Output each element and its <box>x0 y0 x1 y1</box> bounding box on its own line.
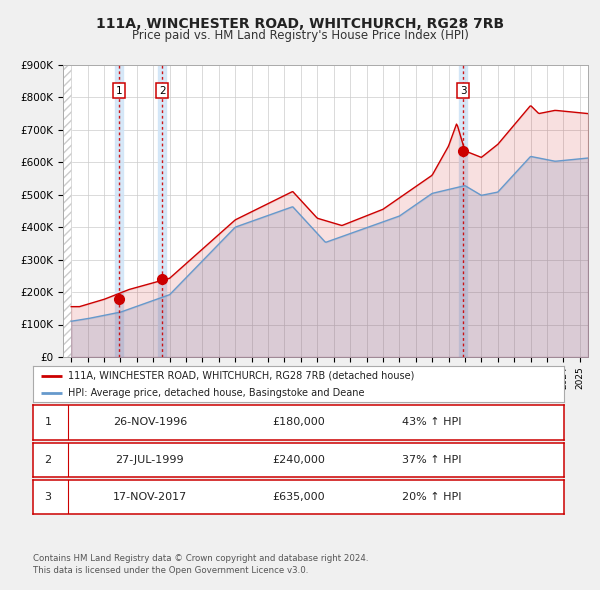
Bar <box>63 65 71 357</box>
Bar <box>158 65 166 357</box>
Text: 1: 1 <box>44 418 52 427</box>
Text: £635,000: £635,000 <box>272 492 325 502</box>
Bar <box>459 65 467 357</box>
Text: 111A, WINCHESTER ROAD, WHITCHURCH, RG28 7RB: 111A, WINCHESTER ROAD, WHITCHURCH, RG28 … <box>96 17 504 31</box>
Text: 20% ↑ HPI: 20% ↑ HPI <box>401 492 461 502</box>
Bar <box>115 65 123 357</box>
Text: 3: 3 <box>460 86 466 96</box>
Text: 17-NOV-2017: 17-NOV-2017 <box>113 492 187 502</box>
Text: 111A, WINCHESTER ROAD, WHITCHURCH, RG28 7RB (detached house): 111A, WINCHESTER ROAD, WHITCHURCH, RG28 … <box>68 371 414 381</box>
Text: 37% ↑ HPI: 37% ↑ HPI <box>401 455 461 464</box>
Text: 27-JUL-1999: 27-JUL-1999 <box>116 455 184 464</box>
Text: Price paid vs. HM Land Registry's House Price Index (HPI): Price paid vs. HM Land Registry's House … <box>131 30 469 42</box>
Text: 26-NOV-1996: 26-NOV-1996 <box>113 418 187 427</box>
Text: £240,000: £240,000 <box>272 455 325 464</box>
Text: HPI: Average price, detached house, Basingstoke and Deane: HPI: Average price, detached house, Basi… <box>68 388 364 398</box>
Text: 2: 2 <box>44 455 52 464</box>
Text: 43% ↑ HPI: 43% ↑ HPI <box>401 418 461 427</box>
Text: 2: 2 <box>159 86 166 96</box>
Text: Contains HM Land Registry data © Crown copyright and database right 2024.
This d: Contains HM Land Registry data © Crown c… <box>33 554 368 575</box>
Text: £180,000: £180,000 <box>272 418 325 427</box>
Text: 1: 1 <box>115 86 122 96</box>
Text: 3: 3 <box>44 492 52 502</box>
